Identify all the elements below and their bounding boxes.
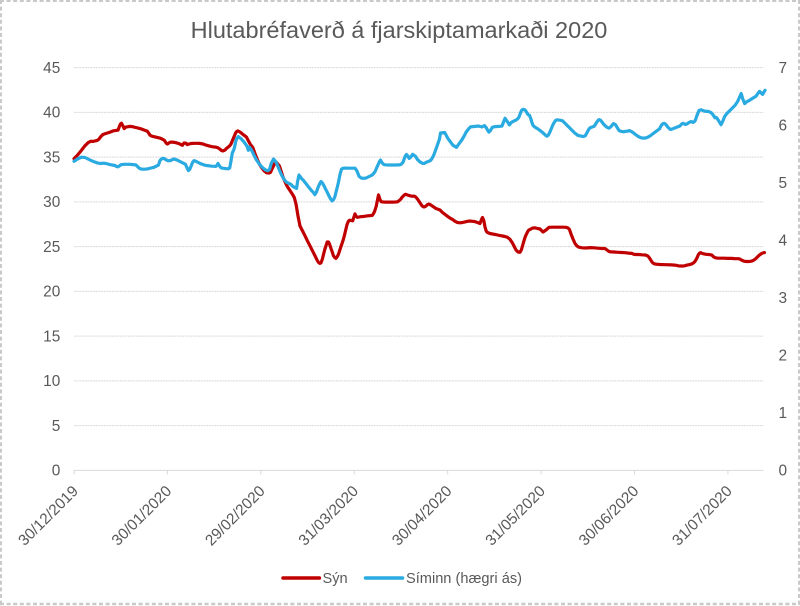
svg-text:1: 1 (779, 405, 788, 422)
svg-text:30/12/2019: 30/12/2019 (15, 483, 81, 549)
svg-text:29/02/2020: 29/02/2020 (202, 483, 268, 549)
svg-text:Sýn: Sýn (323, 571, 348, 587)
svg-text:31/05/2020: 31/05/2020 (482, 483, 548, 549)
svg-text:45: 45 (43, 60, 60, 77)
svg-text:3: 3 (779, 290, 788, 307)
svg-text:0: 0 (779, 463, 788, 480)
svg-text:10: 10 (43, 373, 60, 390)
svg-text:5: 5 (52, 418, 61, 435)
svg-text:30: 30 (43, 194, 60, 211)
svg-text:Síminn (hægri ás): Síminn (hægri ás) (406, 571, 522, 587)
svg-text:30/06/2020: 30/06/2020 (576, 483, 642, 549)
svg-text:6: 6 (779, 117, 788, 134)
svg-text:31/07/2020: 31/07/2020 (669, 483, 735, 549)
svg-text:7: 7 (779, 60, 788, 77)
svg-text:31/03/2020: 31/03/2020 (296, 483, 362, 549)
svg-text:30/04/2020: 30/04/2020 (389, 483, 455, 549)
svg-text:15: 15 (43, 328, 60, 345)
svg-text:0: 0 (52, 463, 61, 480)
svg-text:Hlutabréfaverð á fjarskiptamar: Hlutabréfaverð á fjarskiptamarkaði 2020 (191, 17, 608, 43)
svg-text:30/01/2020: 30/01/2020 (109, 483, 175, 549)
svg-text:25: 25 (43, 239, 60, 256)
svg-text:5: 5 (779, 175, 788, 192)
svg-text:4: 4 (779, 232, 788, 249)
svg-text:40: 40 (43, 105, 60, 122)
svg-text:2: 2 (779, 348, 788, 365)
svg-text:20: 20 (43, 284, 60, 301)
svg-text:35: 35 (43, 149, 60, 166)
